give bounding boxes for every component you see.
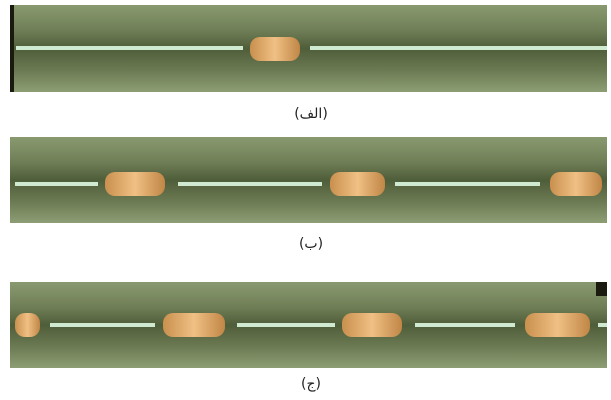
panel-label: (ب) <box>299 236 323 252</box>
panel-a <box>10 5 607 92</box>
panel-b <box>10 137 607 223</box>
panel-label: (ج) <box>301 376 321 392</box>
panel-c <box>10 282 607 368</box>
figure: (الف) (ب) (ج) <box>0 0 611 400</box>
panel-label: (الف) <box>294 106 328 122</box>
